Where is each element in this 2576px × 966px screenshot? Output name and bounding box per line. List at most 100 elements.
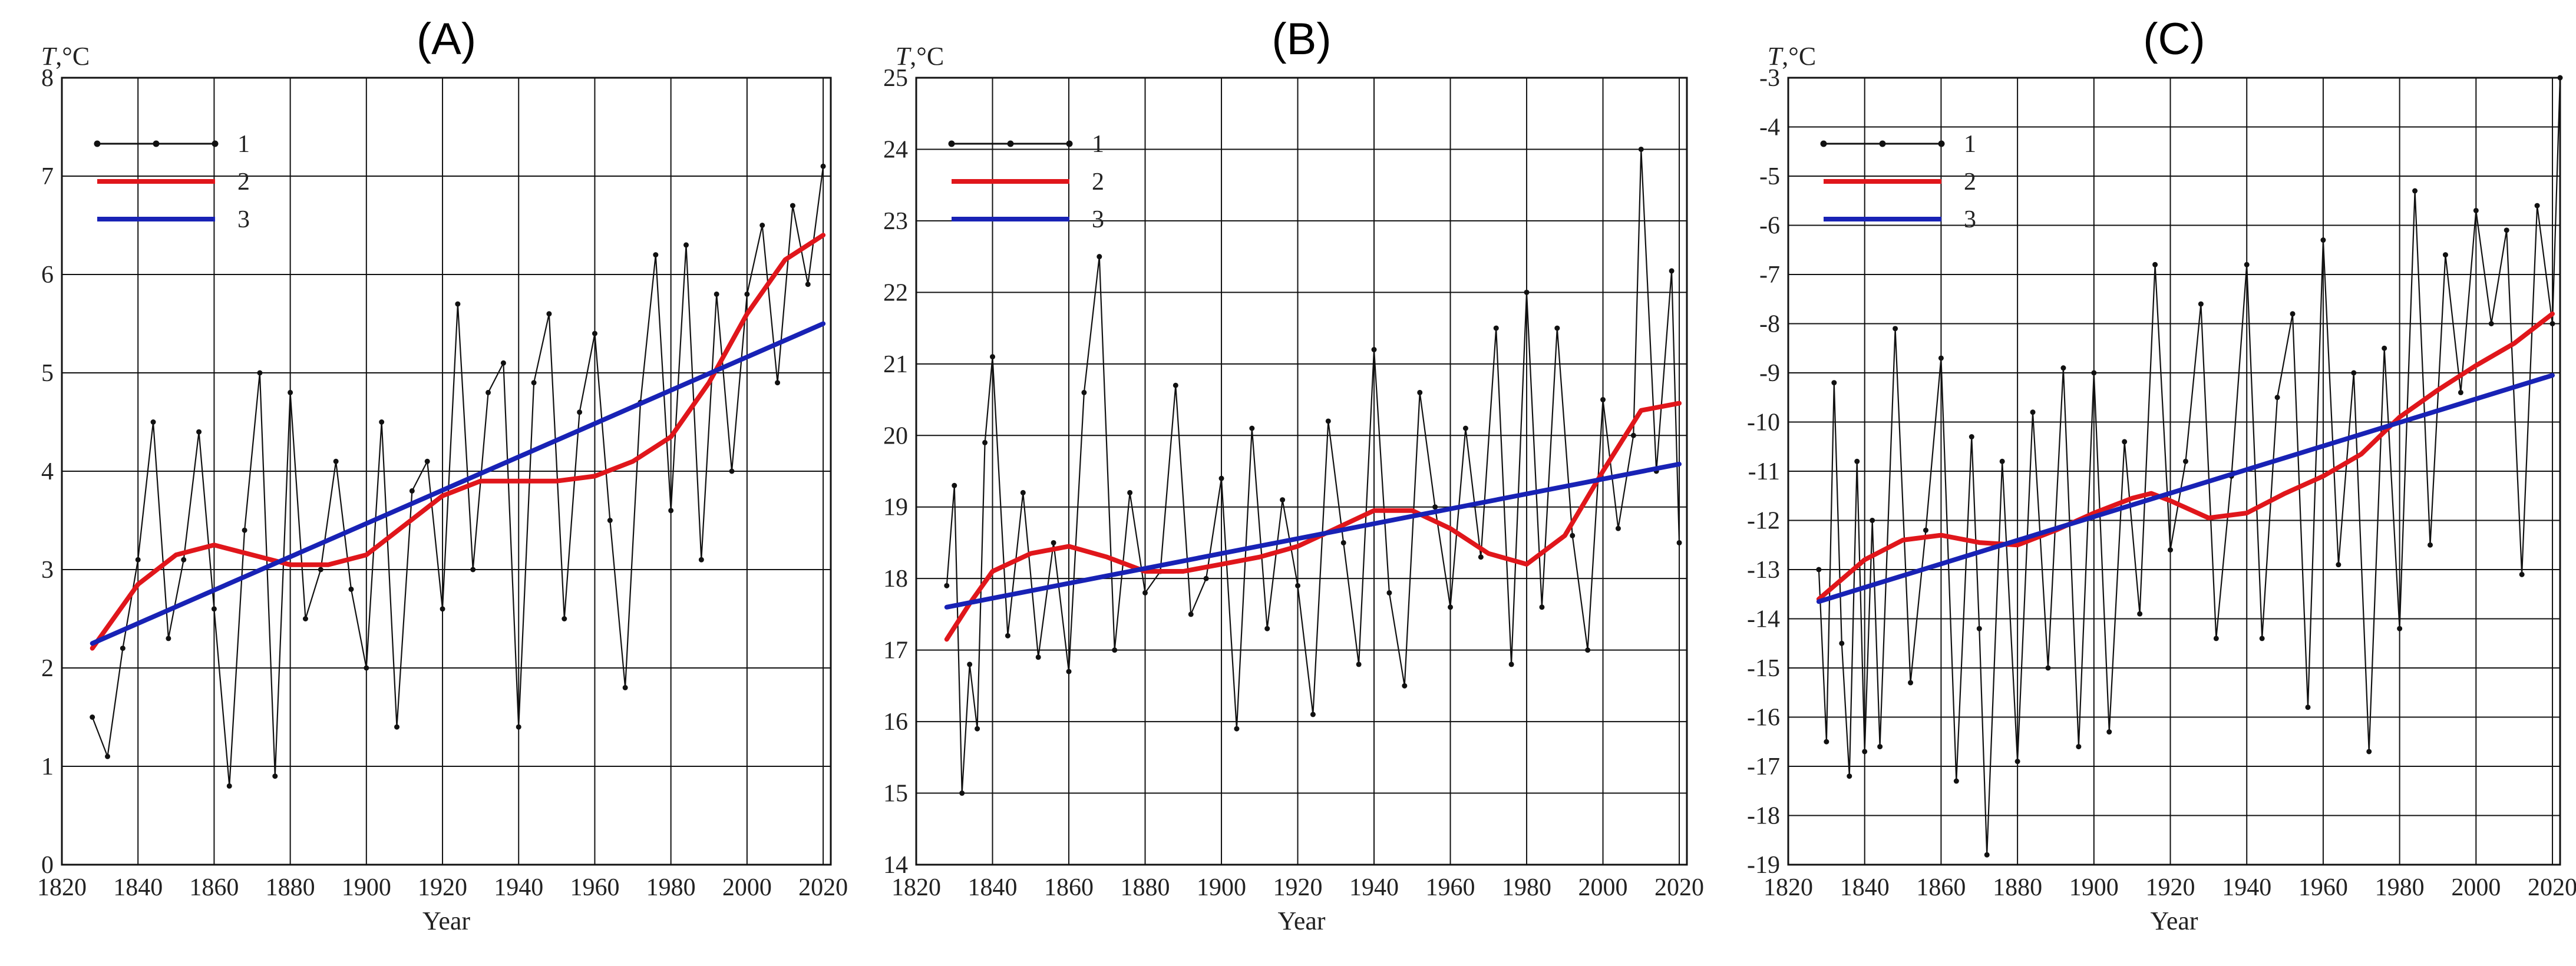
series-1-point — [486, 389, 491, 395]
series-1-point — [135, 557, 141, 563]
legend-swatch-1-dot — [948, 140, 955, 147]
series-1-point — [975, 726, 980, 732]
y-tick-label: 14 — [883, 852, 908, 879]
series-1-point — [2534, 203, 2540, 209]
series-1-point — [2014, 759, 2020, 765]
series-1-point — [1249, 425, 1255, 431]
series-3-trend-line — [944, 461, 1682, 610]
series-1-point — [1638, 146, 1644, 152]
series-1-point — [318, 567, 323, 573]
series-1-point — [653, 252, 659, 258]
series-1-point — [1005, 633, 1010, 639]
x-tick-label: 1860 — [1044, 874, 1094, 901]
legend-swatch-1-dot — [212, 140, 219, 147]
x-axis-label: Year — [422, 907, 470, 935]
y-tick-label: 16 — [883, 709, 908, 736]
y-tick-label: 0 — [41, 852, 54, 879]
series-1-point — [288, 389, 293, 395]
series-1-point — [1097, 254, 1102, 260]
series-1-point — [2213, 636, 2219, 641]
series-1-point — [607, 518, 613, 523]
series-1-point — [1969, 434, 1974, 440]
series-1-point — [120, 646, 126, 651]
series-1-point — [1908, 680, 1914, 686]
series-1-point — [1020, 489, 1026, 495]
series-1-point — [775, 380, 781, 386]
series-1-point — [1462, 425, 1468, 431]
x-tick-label: 1840 — [113, 874, 163, 901]
x-axis-label: Year — [2150, 907, 2198, 935]
series-1-point — [1554, 325, 1560, 331]
legend-swatch-1-dot — [1066, 140, 1073, 147]
y-tick-label: -12 — [1747, 508, 1780, 535]
x-tick-label: 1880 — [1121, 874, 1170, 901]
y-tick-label: -5 — [1759, 163, 1780, 190]
series-1-point — [1839, 640, 1845, 646]
series-1-point — [2412, 188, 2418, 194]
y-tick-label: 23 — [883, 208, 908, 235]
series-1-point — [2122, 439, 2128, 445]
x-tick-label: 1820 — [1763, 874, 1813, 901]
series-1-point — [2428, 542, 2433, 548]
series-1-point — [1081, 389, 1087, 395]
series-1-point — [2045, 665, 2051, 671]
series-1-point — [2504, 227, 2509, 233]
series-1-point — [2473, 207, 2479, 213]
x-tick-label: 1960 — [1426, 874, 1475, 901]
y-tick-label: -16 — [1747, 704, 1780, 732]
plot-frame — [1787, 77, 2561, 866]
series-1-point — [1877, 744, 1883, 750]
series-1-point — [364, 665, 369, 671]
x-tick-label: 1960 — [570, 874, 619, 901]
x-tick-label: 1840 — [1840, 874, 1890, 901]
series-2-smoothed-line — [90, 233, 826, 651]
series-1-point — [1203, 575, 1209, 581]
x-tick-label: 1920 — [2146, 874, 2195, 901]
series-1-point — [1356, 661, 1362, 667]
series-1-point — [668, 508, 674, 514]
series-1-point — [2106, 729, 2112, 735]
x-tick-label: 1940 — [494, 874, 543, 901]
panel-title: (A) — [417, 14, 476, 64]
series-1-point — [1524, 289, 1530, 295]
plot-frame — [61, 77, 832, 866]
series-1-point — [2076, 744, 2082, 750]
series-1-point — [592, 330, 597, 336]
x-tick-label: 1980 — [646, 874, 696, 901]
x-tick-label: 1880 — [266, 874, 315, 901]
x-tick-label: 1860 — [189, 874, 239, 901]
y-tick-label: -18 — [1747, 803, 1780, 830]
y-tick-label: 22 — [883, 279, 908, 306]
series-1-point — [226, 783, 232, 789]
series-1-point — [500, 360, 506, 366]
x-tick-label: 1840 — [968, 874, 1018, 901]
series-1-point — [1035, 654, 1041, 660]
series-1-point — [1870, 518, 1875, 523]
x-tick-label: 2000 — [2451, 874, 2501, 901]
series-1-point — [1984, 852, 1990, 858]
series-1-point — [333, 458, 339, 464]
series-1-point — [683, 242, 689, 248]
series-1-point — [470, 567, 476, 573]
x-tick-label: 1920 — [418, 874, 467, 901]
series-1-point — [348, 586, 354, 592]
series-1-point — [2137, 611, 2143, 617]
series-1-point — [242, 527, 247, 533]
series-1-point — [272, 773, 278, 779]
series-1-point — [150, 419, 156, 425]
x-tick-label: 1960 — [2298, 874, 2348, 901]
y-tick-label: -13 — [1747, 557, 1780, 584]
series-1-point — [2030, 409, 2036, 415]
series-1-point — [1824, 739, 1829, 745]
series-1-point — [1676, 540, 1682, 545]
x-tick-label: 2020 — [798, 874, 848, 901]
series-1-point — [698, 557, 704, 563]
series-1-point — [394, 724, 400, 730]
y-tick-label: 8 — [41, 65, 54, 92]
series-1-point — [1976, 626, 1982, 631]
legend-label-1: 1 — [1964, 131, 1976, 158]
series-1-observed-line — [91, 166, 824, 786]
series-1-point — [2060, 365, 2066, 371]
x-tick-label: 1820 — [891, 874, 941, 901]
x-axis-label: Year — [1277, 907, 1325, 935]
